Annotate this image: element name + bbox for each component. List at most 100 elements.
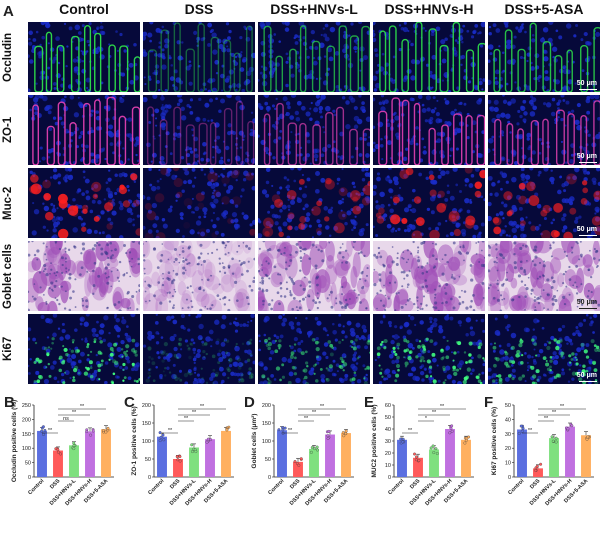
scale-bar-line xyxy=(579,235,597,237)
micrograph-tile: 50 μm xyxy=(488,95,600,165)
scale-bar: 50 μm xyxy=(577,153,597,164)
y-axis-label: Occludin positive cells (%) xyxy=(11,400,18,482)
y-tick-label: 10 xyxy=(505,461,511,467)
data-point xyxy=(450,427,453,430)
micrograph-tile xyxy=(373,22,485,92)
micrograph-tile: 50 μm xyxy=(488,22,600,92)
column-heading: DSS+HNVs-H xyxy=(373,1,485,17)
y-tick-label: 200 xyxy=(142,403,151,409)
y-tick-label: 0 xyxy=(508,475,511,481)
column-heading: DSS+HNVs-L xyxy=(258,1,370,17)
data-point xyxy=(195,450,198,453)
micrograph-tile xyxy=(373,314,485,384)
y-tick-label: 30 xyxy=(505,432,511,438)
data-point xyxy=(555,437,558,440)
data-point xyxy=(465,439,468,442)
data-point xyxy=(316,446,319,449)
bar xyxy=(341,433,351,477)
micrograph-tile xyxy=(258,95,370,165)
data-point xyxy=(89,434,92,437)
data-point xyxy=(85,430,88,433)
x-tick-label: DSS xyxy=(169,478,181,490)
bar xyxy=(461,440,471,477)
data-point xyxy=(92,430,95,433)
data-point xyxy=(399,438,402,441)
data-point xyxy=(176,455,179,458)
y-tick-label: 50 xyxy=(25,461,31,467)
y-tick-label: 40 xyxy=(385,427,391,433)
data-point xyxy=(534,469,537,472)
data-point xyxy=(294,460,297,463)
data-point xyxy=(555,441,558,444)
micrograph-tile xyxy=(258,314,370,384)
bar xyxy=(397,440,407,477)
x-tick-label: DSS xyxy=(289,478,301,490)
bar xyxy=(581,435,591,477)
data-point xyxy=(539,463,542,466)
data-point xyxy=(311,446,314,449)
data-point xyxy=(522,427,525,430)
micrograph-tile xyxy=(143,95,255,165)
data-point xyxy=(73,447,76,450)
data-point xyxy=(432,445,435,448)
data-point xyxy=(450,425,453,428)
micrograph-tile xyxy=(373,95,485,165)
y-axis-label: Ki67 positive cells (%) xyxy=(491,407,498,475)
scale-bar-label: 50 μm xyxy=(577,80,597,87)
micrograph-tile: 50 μm xyxy=(488,168,600,238)
data-point xyxy=(179,455,182,458)
y-tick-label: 200 xyxy=(262,403,271,409)
data-point xyxy=(44,429,47,432)
data-point xyxy=(521,430,524,433)
scale-bar: 50 μm xyxy=(577,372,597,383)
y-tick-label: 150 xyxy=(142,421,151,427)
bar xyxy=(189,447,199,477)
data-point xyxy=(160,436,163,439)
data-point xyxy=(40,430,43,433)
scale-bar-label: 50 μm xyxy=(577,226,597,233)
data-point xyxy=(342,431,345,434)
scale-bar-label: 50 μm xyxy=(577,299,597,306)
scale-bar: 50 μm xyxy=(577,80,597,91)
row-label: Occludin xyxy=(2,22,28,92)
micrograph-tile xyxy=(143,241,255,311)
data-point xyxy=(281,426,284,429)
scale-bar-label: 50 μm xyxy=(577,372,597,379)
data-point xyxy=(159,431,162,434)
data-point xyxy=(105,431,108,434)
bar xyxy=(517,429,527,477)
row-label: ZO-1 xyxy=(2,95,28,165)
x-tick-label: DSS xyxy=(529,478,541,490)
data-point xyxy=(316,449,319,452)
micrograph-tile xyxy=(143,314,255,384)
data-point xyxy=(432,451,435,454)
micrograph-tile xyxy=(28,22,140,92)
data-point xyxy=(402,438,405,441)
micrograph-tile xyxy=(258,22,370,92)
data-point xyxy=(42,433,45,436)
micrograph-tile: 50 μm xyxy=(488,241,600,311)
bar xyxy=(325,435,335,477)
data-point xyxy=(300,457,303,460)
bar xyxy=(205,439,215,477)
data-point xyxy=(327,434,330,437)
data-point xyxy=(206,441,209,444)
micrograph-tile xyxy=(28,168,140,238)
data-point xyxy=(327,437,330,440)
data-point xyxy=(418,459,421,462)
y-tick-label: 50 xyxy=(145,457,151,463)
data-point xyxy=(310,451,313,454)
scale-bar: 50 μm xyxy=(577,299,597,310)
data-point xyxy=(344,432,347,435)
significance-label: ns xyxy=(63,416,69,422)
data-point xyxy=(162,434,165,437)
micrograph-tile: 50 μm xyxy=(488,314,600,384)
y-tick-label: 60 xyxy=(385,403,391,409)
row-label: Muc-2 xyxy=(2,168,28,238)
bar xyxy=(173,459,183,477)
micrograph-tile xyxy=(373,241,485,311)
bar xyxy=(445,429,455,477)
